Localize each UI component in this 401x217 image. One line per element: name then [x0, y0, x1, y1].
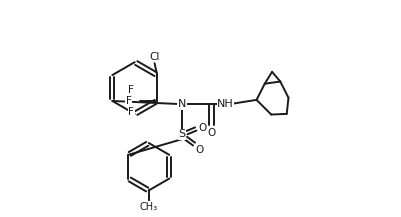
Text: S: S [178, 129, 186, 139]
Text: F: F [126, 96, 132, 106]
Text: Cl: Cl [149, 52, 160, 62]
Text: NH: NH [217, 99, 234, 109]
Text: CH₃: CH₃ [140, 202, 158, 212]
Text: O: O [196, 145, 204, 155]
Text: O: O [207, 128, 216, 138]
Text: F: F [128, 85, 134, 95]
Text: F: F [128, 107, 134, 117]
Text: O: O [199, 123, 207, 133]
Text: N: N [178, 99, 186, 109]
